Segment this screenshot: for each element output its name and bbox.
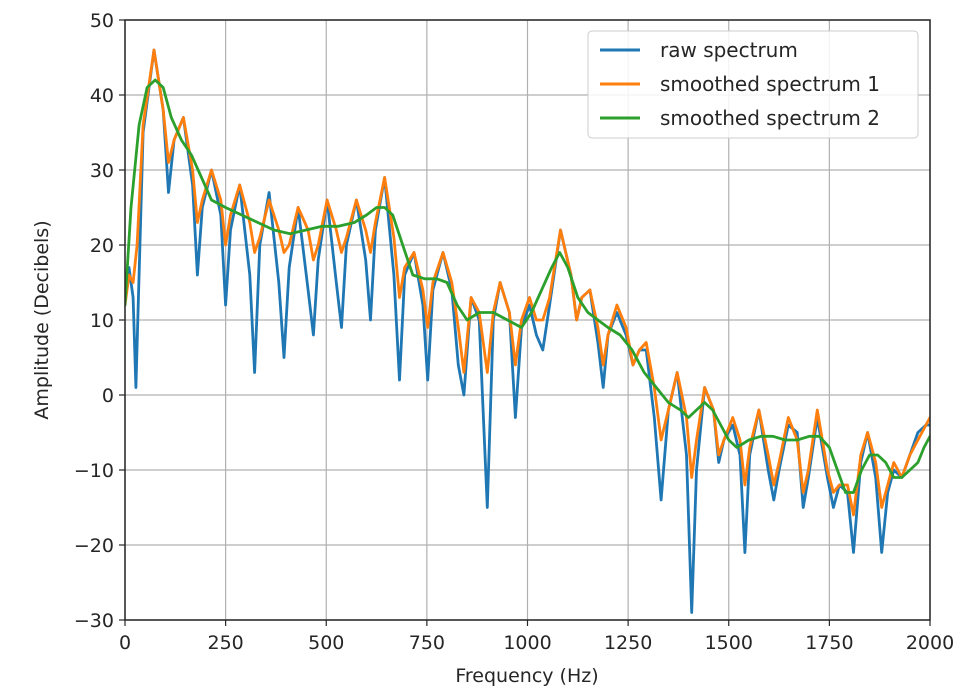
y-axis-label: Amplitude (Decibels) bbox=[31, 220, 53, 419]
x-tick-label: 1250 bbox=[604, 632, 652, 654]
legend-label-3: smoothed spectrum 2 bbox=[660, 106, 880, 130]
legend-label-2: smoothed spectrum 1 bbox=[660, 72, 880, 96]
y-tick-label: −20 bbox=[74, 535, 114, 557]
x-axis-label: Frequency (Hz) bbox=[455, 665, 598, 687]
x-tick-label: 750 bbox=[409, 632, 445, 654]
series-line-3 bbox=[125, 78, 930, 494]
y-tick-label: 50 bbox=[90, 10, 114, 32]
legend-label-1: raw spectrum bbox=[660, 38, 798, 62]
x-tick-label: 1750 bbox=[805, 632, 853, 654]
y-tick-label: 0 bbox=[102, 385, 114, 407]
x-tick-label: 0 bbox=[119, 632, 131, 654]
y-tick-label: 10 bbox=[90, 310, 114, 332]
y-tick-label: 20 bbox=[90, 235, 114, 257]
series-line-2 bbox=[125, 48, 930, 517]
x-tick-label: 1000 bbox=[503, 632, 551, 654]
y-tick-label: −10 bbox=[74, 460, 114, 482]
y-tick-label: −30 bbox=[74, 610, 114, 632]
ticks: 0 250 500 750 1000 1250 1500 1750 2000 −30 −20 −10 0… bbox=[74, 10, 954, 654]
x-tick-label: 250 bbox=[207, 632, 243, 654]
legend: raw spectrum smoothed spectrum 1 smoothed … bbox=[587, 30, 919, 139]
y-tick-label: 40 bbox=[90, 85, 114, 107]
y-tick-label: 30 bbox=[90, 160, 114, 182]
x-tick-label: 1500 bbox=[705, 632, 753, 654]
x-tick-label: 500 bbox=[308, 632, 344, 654]
x-tick-label: 2000 bbox=[906, 632, 954, 654]
legend-box bbox=[587, 30, 919, 139]
series-layer bbox=[125, 48, 930, 614]
